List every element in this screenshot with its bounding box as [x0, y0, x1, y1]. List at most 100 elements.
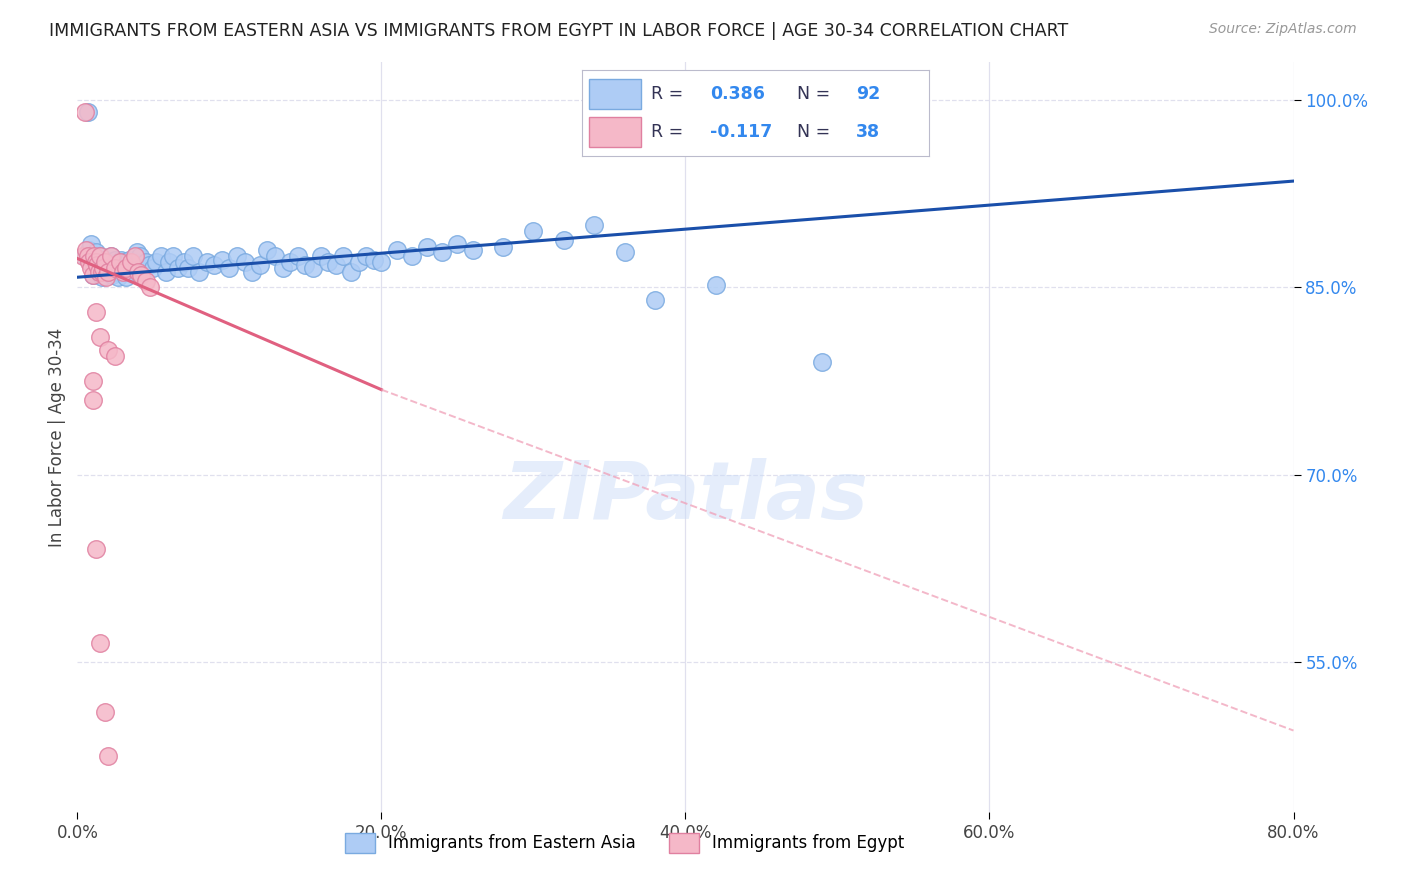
Point [124, 255, 146, 269]
Point [226, 249, 249, 263]
Point [75, 243, 97, 257]
Point [177, 261, 200, 276]
Point [73, 249, 96, 263]
Text: IMMIGRANTS FROM EASTERN ASIA VS IMMIGRANTS FROM EGYPT IN LABOR FORCE | AGE 30-34: IMMIGRANTS FROM EASTERN ASIA VS IMMIGRAN… [49, 22, 1069, 40]
Point [77, 105, 100, 120]
Point [84, 542, 107, 557]
Point [79, 243, 101, 257]
Point [124, 249, 146, 263]
Point [354, 249, 377, 263]
Point [79, 255, 101, 269]
Point [704, 277, 727, 292]
Point [370, 255, 392, 269]
Point [233, 255, 256, 269]
Point [644, 293, 666, 307]
Point [138, 258, 160, 272]
Text: Source: ZipAtlas.com: Source: ZipAtlas.com [1209, 22, 1357, 37]
Point [492, 240, 515, 254]
Point [80, 236, 103, 251]
Point [84, 305, 107, 319]
Point [115, 261, 138, 276]
Point [72, 249, 94, 263]
Point [100, 261, 122, 276]
Point [90, 265, 112, 279]
Point [173, 255, 195, 269]
Point [135, 255, 157, 269]
Point [80, 261, 103, 276]
Point [105, 265, 128, 279]
Point [93, 255, 115, 269]
Point [142, 261, 165, 276]
Point [83, 261, 105, 276]
Point [93, 252, 115, 267]
Point [108, 255, 131, 269]
Point [120, 255, 142, 269]
Point [553, 233, 575, 247]
Point [89, 330, 111, 344]
Legend: Immigrants from Eastern Asia, Immigrants from Egypt: Immigrants from Eastern Asia, Immigrants… [337, 826, 911, 860]
Point [82, 392, 104, 407]
Point [82, 374, 104, 388]
Point [87, 258, 110, 272]
Point [157, 255, 180, 269]
Point [97, 748, 120, 763]
Point [363, 252, 385, 267]
Point [218, 261, 240, 276]
Point [111, 265, 134, 279]
Y-axis label: In Labor Force | Age 30-34: In Labor Force | Age 30-34 [48, 327, 66, 547]
Point [128, 249, 150, 263]
Point [340, 265, 363, 279]
Point [125, 245, 148, 260]
Point [249, 258, 271, 272]
Point [385, 243, 408, 257]
Point [87, 265, 110, 279]
Point [145, 255, 167, 269]
Point [93, 705, 115, 719]
Point [115, 270, 138, 285]
Point [96, 270, 118, 285]
Point [122, 261, 145, 276]
Point [82, 268, 104, 282]
Point [166, 261, 188, 276]
Point [155, 265, 177, 279]
Point [120, 265, 142, 279]
Point [139, 280, 162, 294]
Point [131, 265, 153, 279]
Point [127, 265, 149, 279]
Point [316, 255, 339, 269]
Point [271, 261, 294, 276]
Point [96, 260, 118, 275]
Point [84, 255, 107, 269]
Point [278, 255, 301, 269]
Point [129, 268, 152, 282]
Point [240, 265, 263, 279]
Point [264, 249, 287, 263]
Point [287, 249, 309, 263]
Point [135, 274, 157, 288]
Point [613, 245, 636, 260]
Point [83, 249, 105, 263]
Point [97, 255, 120, 269]
Point [583, 218, 606, 232]
Point [91, 261, 114, 276]
Point [461, 243, 484, 257]
Point [82, 255, 104, 269]
Point [302, 261, 325, 276]
Point [91, 264, 114, 278]
Point [86, 258, 108, 272]
Point [332, 249, 354, 263]
Point [89, 249, 111, 263]
Point [347, 255, 370, 269]
Point [522, 224, 544, 238]
Point [149, 249, 172, 263]
Point [195, 255, 218, 269]
Point [77, 249, 100, 263]
Point [430, 245, 453, 260]
Point [108, 261, 131, 276]
Point [103, 258, 125, 272]
Point [110, 252, 132, 267]
Point [114, 255, 136, 269]
Point [325, 258, 347, 272]
Text: ZIPatlas: ZIPatlas [503, 458, 868, 536]
Point [118, 252, 141, 267]
